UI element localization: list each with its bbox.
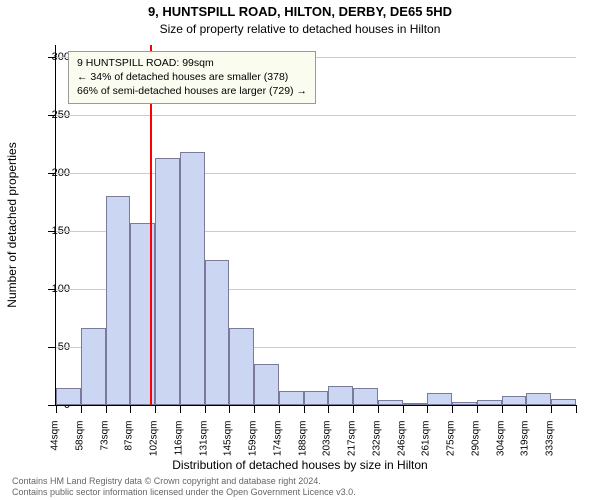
x-tick-label: 73sqm [99,421,110,461]
x-tick [526,405,527,413]
x-tick-label: 102sqm [149,421,160,461]
y-tick [48,347,56,348]
annotation-box: 9 HUNTSPILL ROAD: 99sqm ← 34% of detache… [68,51,316,104]
histogram-bar [502,396,527,405]
x-tick [328,405,329,413]
x-tick-label: 44sqm [50,421,61,461]
histogram-bar [279,391,304,405]
histogram-bar [353,388,378,405]
x-tick-label: 304sqm [495,421,506,461]
histogram-bar [551,399,576,405]
x-tick-label: 116sqm [173,421,184,461]
histogram-bar [81,328,106,405]
x-tick [254,405,255,413]
x-tick-label: 145sqm [223,421,234,461]
x-tick [279,405,280,413]
x-tick-label: 217sqm [347,421,358,461]
histogram-bar [180,152,205,405]
histogram-bar [378,400,403,405]
x-tick-label: 203sqm [322,421,333,461]
histogram-bar [403,403,428,405]
y-tick [48,405,56,406]
x-tick-label: 246sqm [396,421,407,461]
x-tick [452,405,453,413]
x-tick-label: 174sqm [272,421,283,461]
x-tick-label: 159sqm [248,421,259,461]
histogram-bar [254,364,279,405]
histogram-bar [427,393,452,405]
histogram-bar [328,386,353,405]
x-tick [477,405,478,413]
histogram-bar [56,388,81,405]
histogram-bar [477,400,502,405]
annotation-line3: 66% of semi-detached houses are larger (… [77,84,307,98]
x-tick [130,405,131,413]
x-tick [427,405,428,413]
x-tick-label: 188sqm [297,421,308,461]
histogram-bar [304,391,329,405]
x-tick-label: 333sqm [545,421,556,461]
x-tick-label: 87sqm [124,421,135,461]
footer-text: Contains HM Land Registry data © Crown c… [12,476,356,498]
plot-area: 9 HUNTSPILL ROAD: 99sqm ← 34% of detache… [55,45,576,406]
gridline [56,115,576,116]
x-tick [403,405,404,413]
annotation-line2: ← 34% of detached houses are smaller (37… [77,70,307,84]
footer-line1: Contains HM Land Registry data © Crown c… [12,476,356,487]
histogram-bar [452,402,477,405]
x-tick [353,405,354,413]
x-tick [378,405,379,413]
histogram-bar [526,393,551,405]
x-tick [56,405,57,413]
title-main: 9, HUNTSPILL ROAD, HILTON, DERBY, DE65 5… [0,4,600,19]
x-tick [81,405,82,413]
x-tick-label: 290sqm [470,421,481,461]
x-tick [502,405,503,413]
chart-container: 9, HUNTSPILL ROAD, HILTON, DERBY, DE65 5… [0,0,600,500]
x-tick [155,405,156,413]
x-tick-label: 232sqm [371,421,382,461]
x-tick-label: 261sqm [421,421,432,461]
annotation-line1: 9 HUNTSPILL ROAD: 99sqm [77,56,307,70]
histogram-bar [205,260,230,405]
x-tick [576,405,577,413]
x-tick-label: 131sqm [198,421,209,461]
x-tick [304,405,305,413]
footer-line2: Contains public sector information licen… [12,487,356,498]
x-tick [106,405,107,413]
gridline [56,173,576,174]
y-axis-label: Number of detached properties [5,142,19,307]
histogram-bar [106,196,131,405]
x-tick-label: 58sqm [74,421,85,461]
x-tick [229,405,230,413]
x-tick [180,405,181,413]
x-tick [205,405,206,413]
x-tick-label: 275sqm [446,421,457,461]
histogram-bar [155,158,180,405]
title-sub: Size of property relative to detached ho… [0,22,600,36]
x-tick-label: 319sqm [520,421,531,461]
x-tick [551,405,552,413]
histogram-bar [229,328,254,405]
